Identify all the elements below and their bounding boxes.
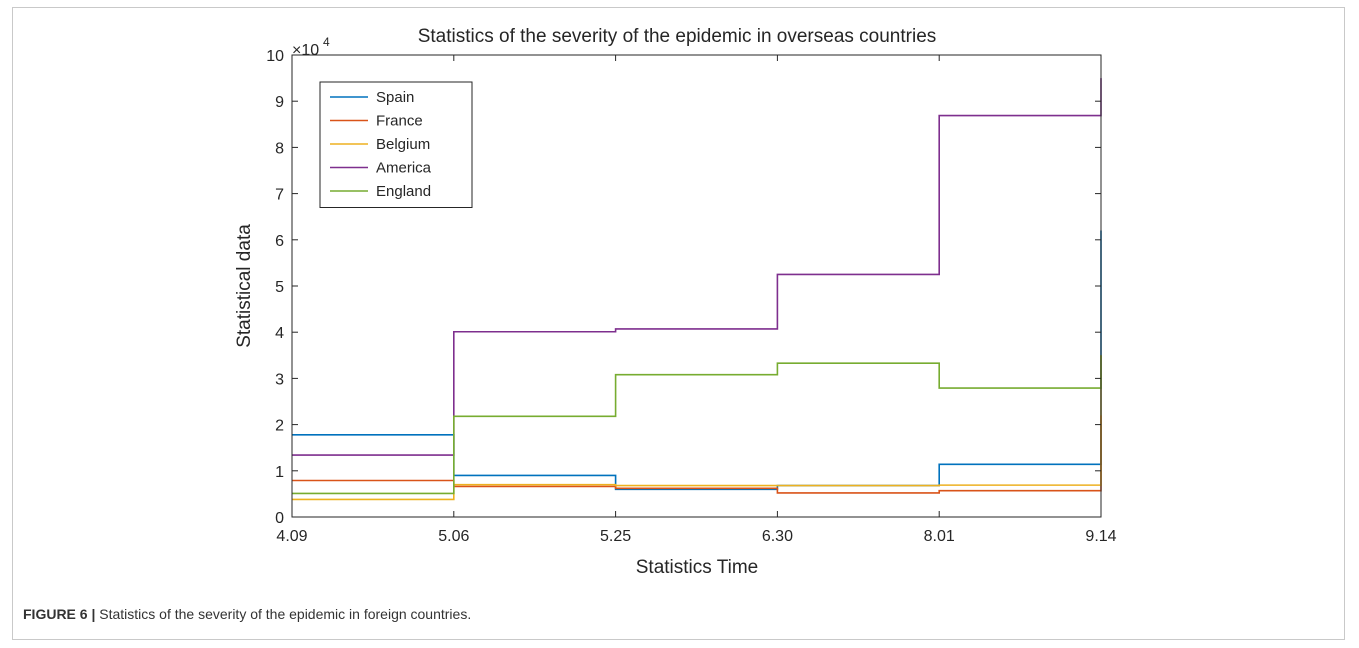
figure-caption-text: Statistics of the severity of the epidem… <box>95 606 471 622</box>
legend-label-england: England <box>376 183 431 200</box>
chart-title: Statistics of the severity of the epidem… <box>418 26 937 47</box>
y-tick-label: 10 <box>266 48 284 65</box>
y-tick-label: 0 <box>275 510 284 527</box>
legend-label-france: France <box>376 113 423 130</box>
x-tick-label: 4.09 <box>276 528 307 545</box>
y-tick-label: 3 <box>275 371 284 388</box>
legend-label-america: America <box>376 160 432 177</box>
x-tick-label: 8.01 <box>924 528 955 545</box>
x-tick-label: 5.25 <box>600 528 631 545</box>
y-tick-label: 8 <box>275 140 284 157</box>
y-tick-label: 7 <box>275 187 284 204</box>
y-axis-exponent-power: 4 <box>323 35 330 49</box>
y-axis-label: Statistical data <box>234 224 255 348</box>
y-tick-label: 5 <box>275 279 284 296</box>
x-axis-label: Statistics Time <box>636 557 758 578</box>
y-tick-label: 9 <box>275 94 284 111</box>
y-axis-exponent-base: ×10 <box>292 42 319 59</box>
x-tick-label: 5.06 <box>438 528 469 545</box>
x-tick-label: 6.30 <box>762 528 793 545</box>
figure-caption: FIGURE 6 | Statistics of the severity of… <box>23 606 471 622</box>
y-tick-label: 6 <box>275 233 284 250</box>
figure-caption-label: FIGURE 6 | <box>23 606 95 622</box>
legend-label-belgium: Belgium <box>376 136 430 153</box>
chart: Statistics of the severity of the epidem… <box>0 0 1359 600</box>
x-tick-label: 9.14 <box>1085 528 1116 545</box>
legend: Spain France Belgium America England <box>320 82 472 208</box>
y-tick-label: 4 <box>275 325 284 342</box>
y-tick-label: 1 <box>275 464 284 481</box>
legend-label-spain: Spain <box>376 89 414 106</box>
y-tick-label: 2 <box>275 418 284 435</box>
